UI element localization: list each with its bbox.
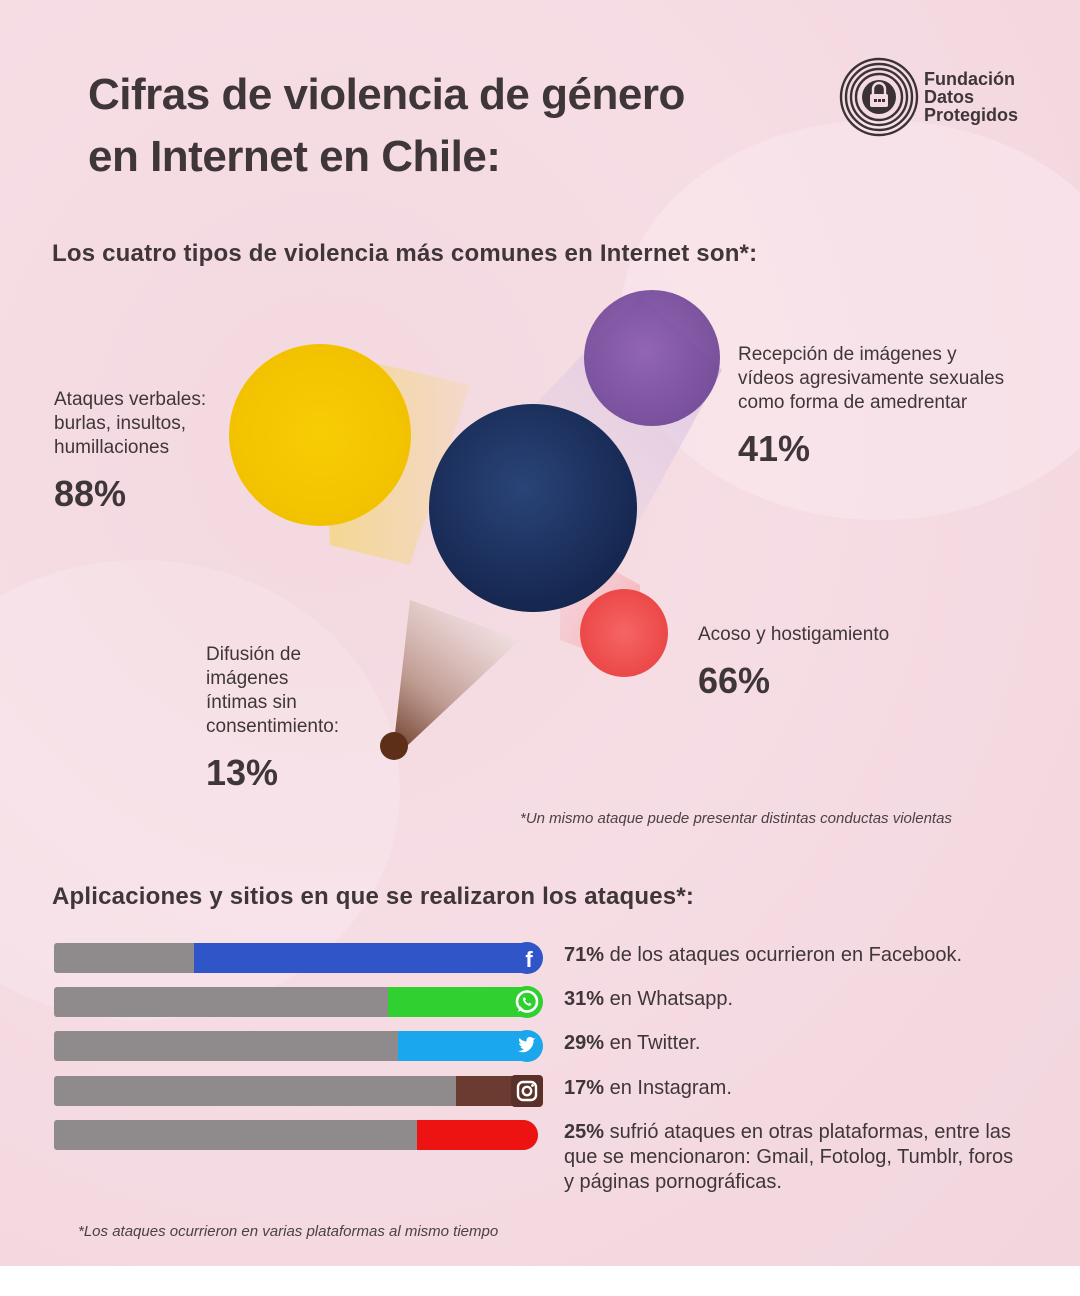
page-title: Cifras de violencia de género en Interne… <box>88 64 788 188</box>
footnote-platforms: *Los ataques ocurrieron en varias plataf… <box>78 1223 499 1240</box>
title-line-2: en Internet en Chile: <box>88 132 501 181</box>
category-images-pct: 41% <box>738 428 811 469</box>
trail-brown <box>392 600 520 760</box>
violence-types-illustration <box>229 290 722 760</box>
category-images-label: Recepción de imágenes y vídeos agresivam… <box>738 344 1005 413</box>
category-verbal-pct: 88% <box>54 473 127 514</box>
category-difusion-label: Difusión de imágenes íntimas sin consent… <box>206 644 340 737</box>
category-acoso-pct: 66% <box>698 660 771 701</box>
section-heading-violence-types: Los cuatro tipos de violencia más comune… <box>52 240 758 267</box>
bar-track <box>54 1076 538 1106</box>
yellow-circle <box>229 344 411 526</box>
category-images: Recepción de imágenes y vídeos agresivam… <box>738 343 1038 469</box>
category-acoso: Acoso y hostigamiento 66% <box>698 623 958 701</box>
section-heading-platforms: Aplicaciones y sitios en que se realizar… <box>52 883 695 910</box>
svg-text:f: f <box>525 947 533 972</box>
bar-row-instagram: 17% en Instagram. <box>54 1074 1014 1108</box>
twitter-icon <box>511 1030 543 1062</box>
logo: Fundación Datos Protegidos <box>838 56 1038 140</box>
logo-line-2: Datos <box>924 87 975 107</box>
footnote-violence: *Un mismo ataque puede presentar distint… <box>520 810 952 827</box>
blue-circle <box>429 404 637 612</box>
infographic-canvas: Cifras de violencia de género en Interne… <box>0 0 1080 1266</box>
purple-circle <box>584 290 720 426</box>
category-verbal: Ataques verbales: burlas, insultos, humi… <box>54 388 254 514</box>
bar-row-twitter: 29% en Twitter. <box>54 1029 1014 1063</box>
bar-row-whatsapp: 31% en Whatsapp. <box>54 985 1014 1019</box>
title-line-1: Cifras de violencia de género <box>88 70 685 119</box>
bar-desc-otras: 25% sufrió ataques en otras plataformas,… <box>564 1121 1014 1193</box>
bar-track <box>54 943 538 973</box>
category-acoso-label: Acoso y hostigamiento <box>698 624 890 645</box>
fingerprint-lock-icon <box>839 57 919 137</box>
bar-track <box>54 987 538 1017</box>
brown-dot <box>380 732 408 760</box>
logo-text: Fundación Datos Protegidos <box>924 70 1018 124</box>
logo-line-1: Fundación <box>924 69 1015 89</box>
bar-fill-otras <box>417 1120 538 1150</box>
category-difusion: Difusión de imágenes íntimas sin consent… <box>206 643 386 793</box>
logo-line-3: Protegidos <box>924 105 1019 125</box>
instagram-icon <box>511 1075 543 1107</box>
category-difusion-pct: 13% <box>206 752 279 793</box>
bar-fill-facebook <box>194 943 538 973</box>
bar-desc-instagram: 17% en Instagram. <box>564 1077 732 1099</box>
bar-track <box>54 1031 538 1061</box>
bar-row-facebook: f 71% de los ataques ocurrieron en Faceb… <box>54 941 1014 975</box>
bar-desc-twitter: 29% en Twitter. <box>564 1032 701 1054</box>
category-verbal-label: Ataques verbales: burlas, insultos, humi… <box>54 389 207 458</box>
facebook-icon: f <box>511 942 543 974</box>
red-circle <box>580 589 668 677</box>
bar-desc-whatsapp: 31% en Whatsapp. <box>564 988 733 1010</box>
bar-desc-facebook: 71% de los ataques ocurrieron en Faceboo… <box>564 944 963 966</box>
bar-row-otras: 25% sufrió ataques en otras plataformas,… <box>54 1118 1014 1193</box>
whatsapp-icon <box>511 986 543 1018</box>
bar-track <box>54 1120 538 1150</box>
